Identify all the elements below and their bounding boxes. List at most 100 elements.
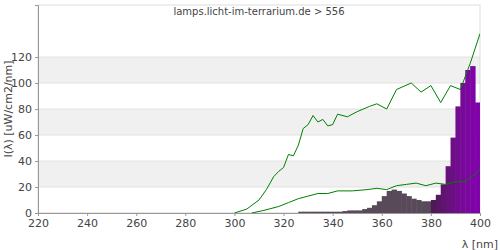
y-axis-title: I(λ) [uW/cm2/nm] xyxy=(2,60,15,157)
spectrum-bar xyxy=(323,212,328,213)
y-tick-label: 0 xyxy=(25,207,32,220)
x-axis-line xyxy=(39,214,481,217)
spectrum-bar xyxy=(318,212,323,213)
spectrum-bar xyxy=(328,212,333,213)
spectrum-bar xyxy=(387,191,392,213)
title: lamps.licht-im-terrarium.de > 556 xyxy=(173,6,344,17)
y-tick-mark xyxy=(35,83,38,84)
y-tick-label: 40 xyxy=(18,155,32,168)
y-tick-mark xyxy=(35,109,38,110)
x-tick-label: 320 xyxy=(274,217,295,230)
x-tick-mark xyxy=(382,213,383,216)
x-tick: 240 xyxy=(77,213,98,230)
spectrum-bar xyxy=(342,211,347,213)
spectrum-bar xyxy=(377,201,382,213)
grid-line xyxy=(38,109,480,110)
line xyxy=(234,34,480,213)
x-tick: 340 xyxy=(323,213,344,230)
y-tick: 100 xyxy=(11,77,38,90)
spectrum-bar xyxy=(451,138,456,213)
x-tick: 380 xyxy=(421,213,442,230)
spectrum-bar xyxy=(465,70,470,213)
spectrum-bar xyxy=(347,210,352,213)
spectrum-bar xyxy=(357,210,362,213)
spectrum-bar xyxy=(416,200,421,213)
grid xyxy=(38,57,480,213)
y-tick-mark xyxy=(35,213,38,214)
x-axis: 220240260280300320340360380400 xyxy=(28,213,491,230)
y-tick: 0 xyxy=(25,207,38,220)
spectrum-bar xyxy=(303,212,308,213)
x-tick-label: 240 xyxy=(77,217,98,230)
y-tick: 120 xyxy=(11,51,38,64)
y-axis-line xyxy=(35,6,39,214)
y-tick-mark xyxy=(35,161,38,162)
y-tick-label: 60 xyxy=(18,129,32,142)
spectrum-bar xyxy=(411,199,416,213)
spectrum-bar xyxy=(436,195,441,213)
spectrum-bar xyxy=(455,106,460,213)
spectrum-bar xyxy=(441,184,446,213)
x-tick-mark xyxy=(87,213,88,216)
plot-frame xyxy=(38,5,480,213)
spectrum-bar xyxy=(298,212,303,213)
spectrum-bar xyxy=(362,209,367,213)
marks xyxy=(234,34,480,213)
x-tick-label: 300 xyxy=(224,217,245,230)
x-tick-mark xyxy=(185,213,186,216)
x-tick: 400 xyxy=(470,213,491,230)
y-tick: 20 xyxy=(18,181,38,194)
spectrum-bar xyxy=(446,166,451,213)
y-tick-mark xyxy=(35,135,38,136)
x-tick-label: 260 xyxy=(126,217,147,230)
grid-line xyxy=(38,57,480,58)
grid-line xyxy=(38,135,480,136)
x-tick-label: 340 xyxy=(323,217,344,230)
spectrum-bar xyxy=(382,196,387,213)
spectrum-bar xyxy=(397,191,402,213)
y-axis: 0 20 40 60 80 100 120 xyxy=(11,6,39,221)
spectrum-bar xyxy=(352,210,357,213)
spectrum-bar xyxy=(333,212,338,213)
spectrum-bar xyxy=(426,201,431,213)
spectrum-bar xyxy=(401,194,406,214)
spectrum-bar xyxy=(475,103,480,214)
spectrum-bar xyxy=(470,66,475,213)
x-tick: 260 xyxy=(126,213,147,230)
grid-line xyxy=(38,161,480,162)
spectrum xyxy=(298,66,480,213)
x-axis-title: λ [nm] xyxy=(462,238,498,250)
x-tick: 280 xyxy=(175,213,196,230)
spectrum-bar xyxy=(338,212,343,213)
grid-band xyxy=(38,57,480,83)
grid-line xyxy=(38,187,480,188)
spectrum-bar xyxy=(313,212,318,213)
spectrum-bar xyxy=(421,201,426,213)
x-tick-label: 400 xyxy=(470,217,491,230)
x-tick-mark xyxy=(234,213,235,216)
y-tick: 40 xyxy=(18,155,38,168)
x-tick-mark xyxy=(480,213,481,216)
x-tick-mark xyxy=(284,213,285,216)
x-tick: 360 xyxy=(372,213,393,230)
line xyxy=(252,169,480,213)
x-tick-mark xyxy=(431,213,432,216)
x-tick-label: 380 xyxy=(421,217,442,230)
y-tick: 80 xyxy=(18,103,38,116)
grid-band xyxy=(38,109,480,135)
chart: 2202402602803003203403603804000204060801… xyxy=(0,0,500,250)
spectrum-bar xyxy=(406,196,411,213)
x-tick-mark xyxy=(333,213,334,216)
y-tick-mark xyxy=(35,187,38,188)
spectrum-bar xyxy=(367,208,372,213)
y-tick-label: 80 xyxy=(18,103,32,116)
spectrum-bar xyxy=(308,212,313,213)
spectrum-bar xyxy=(431,200,436,213)
y-tick: 60 xyxy=(18,129,38,142)
x-tick-label: 280 xyxy=(175,217,196,230)
x-tick-label: 360 xyxy=(372,217,393,230)
x-tick: 320 xyxy=(274,213,295,230)
spectrum-bar xyxy=(460,83,465,213)
x-tick-mark xyxy=(136,213,137,216)
spectrum-bar xyxy=(392,190,397,213)
